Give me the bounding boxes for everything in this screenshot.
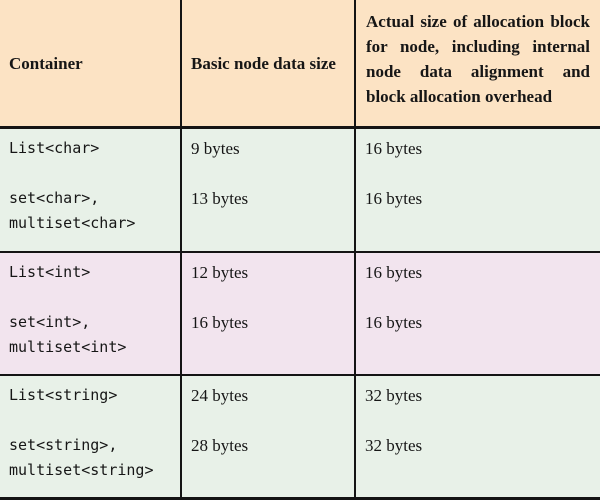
basic-size-value: 12 bytes: [191, 263, 249, 282]
section-int-container-cell: List<int> set<int>, multiset<int>: [0, 253, 182, 376]
section-char-container-cell: List<char> set<char>, multiset<char>: [0, 129, 182, 253]
section-int-actual-size-cell: 16 bytes 16 bytes: [356, 253, 600, 376]
container-name: List<int>: [9, 263, 91, 281]
container-name: List<char>: [9, 139, 100, 157]
container-name: List<string>: [9, 386, 118, 404]
basic-size-value: 9 bytes: [191, 139, 240, 158]
container-name: set<string>, multiset<string>: [9, 436, 154, 479]
container-name: set<int>, multiset<int>: [9, 313, 127, 356]
actual-size-value: 16 bytes: [365, 313, 423, 332]
actual-size-value: 32 bytes: [365, 436, 423, 455]
section-char-basic-size-cell: 9 bytes 13 bytes: [182, 129, 356, 253]
header-container: Container: [0, 0, 182, 129]
basic-size-value: 24 bytes: [191, 386, 249, 405]
actual-size-value: 16 bytes: [365, 189, 423, 208]
actual-size-value: 16 bytes: [365, 139, 423, 158]
actual-size-value: 16 bytes: [365, 263, 423, 282]
header-actual-line: node data alignment and: [366, 62, 590, 81]
header-actual-line: block allocation overhead: [366, 87, 553, 106]
actual-size-value: 32 bytes: [365, 386, 423, 405]
basic-size-value: 16 bytes: [191, 313, 249, 332]
section-string-basic-size-cell: 24 bytes 28 bytes: [182, 376, 356, 497]
header-actual-allocation-size: Actual size of allocation block for node…: [356, 0, 600, 129]
header-actual-line: for node, including internal: [366, 37, 590, 56]
section-int-basic-size-cell: 12 bytes 16 bytes: [182, 253, 356, 376]
section-string-actual-size-cell: 32 bytes 32 bytes: [356, 376, 600, 497]
basic-size-value: 13 bytes: [191, 189, 249, 208]
basic-size-value: 28 bytes: [191, 436, 249, 455]
header-basic-node-data-size: Basic node data size: [182, 0, 356, 129]
section-char-actual-size-cell: 16 bytes 16 bytes: [356, 129, 600, 253]
container-name: set<char>, multiset<char>: [9, 189, 136, 232]
header-actual-line: Actual size of allocation block: [366, 12, 590, 31]
section-string-container-cell: List<string> set<string>, multiset<strin…: [0, 376, 182, 497]
